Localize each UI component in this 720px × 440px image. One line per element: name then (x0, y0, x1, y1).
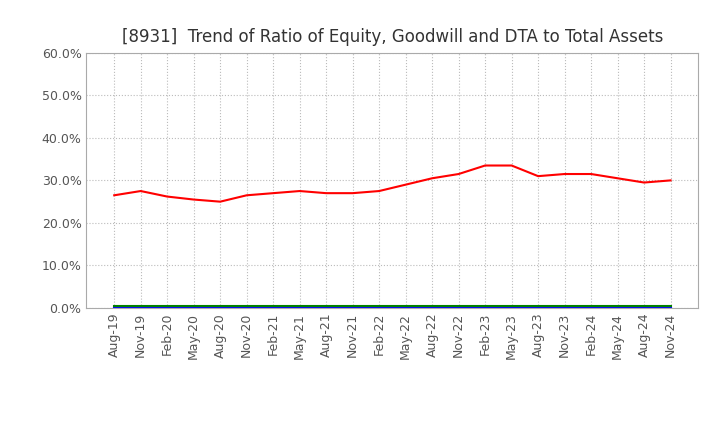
Deferred Tax Assets (534, 304, 542, 309)
Equity (322, 191, 330, 196)
Goodwill (454, 305, 463, 311)
Equity (110, 193, 119, 198)
Goodwill (216, 305, 225, 311)
Goodwill (666, 305, 675, 311)
Goodwill (481, 305, 490, 311)
Equity (428, 176, 436, 181)
Deferred Tax Assets (163, 304, 171, 309)
Deferred Tax Assets (295, 304, 304, 309)
Equity (666, 178, 675, 183)
Goodwill (640, 305, 649, 311)
Goodwill (243, 305, 251, 311)
Deferred Tax Assets (401, 304, 410, 309)
Line: Equity: Equity (114, 165, 670, 202)
Deferred Tax Assets (666, 304, 675, 309)
Deferred Tax Assets (508, 304, 516, 309)
Deferred Tax Assets (136, 304, 145, 309)
Equity (375, 188, 384, 194)
Equity (295, 188, 304, 194)
Goodwill (269, 305, 277, 311)
Equity (454, 171, 463, 176)
Equity (534, 173, 542, 179)
Goodwill (534, 305, 542, 311)
Goodwill (295, 305, 304, 311)
Equity (587, 171, 595, 176)
Deferred Tax Assets (587, 304, 595, 309)
Deferred Tax Assets (216, 304, 225, 309)
Goodwill (375, 305, 384, 311)
Goodwill (613, 305, 622, 311)
Deferred Tax Assets (375, 304, 384, 309)
Equity (243, 193, 251, 198)
Goodwill (428, 305, 436, 311)
Goodwill (508, 305, 516, 311)
Goodwill (136, 305, 145, 311)
Equity (613, 176, 622, 181)
Goodwill (110, 305, 119, 311)
Goodwill (587, 305, 595, 311)
Equity (189, 197, 198, 202)
Deferred Tax Assets (454, 304, 463, 309)
Deferred Tax Assets (348, 304, 357, 309)
Deferred Tax Assets (110, 304, 119, 309)
Deferred Tax Assets (428, 304, 436, 309)
Deferred Tax Assets (481, 304, 490, 309)
Deferred Tax Assets (269, 304, 277, 309)
Deferred Tax Assets (640, 304, 649, 309)
Equity (401, 182, 410, 187)
Goodwill (189, 305, 198, 311)
Goodwill (401, 305, 410, 311)
Equity (136, 188, 145, 194)
Deferred Tax Assets (560, 304, 569, 309)
Deferred Tax Assets (189, 304, 198, 309)
Deferred Tax Assets (243, 304, 251, 309)
Goodwill (560, 305, 569, 311)
Title: [8931]  Trend of Ratio of Equity, Goodwill and DTA to Total Assets: [8931] Trend of Ratio of Equity, Goodwil… (122, 28, 663, 46)
Equity (216, 199, 225, 204)
Deferred Tax Assets (613, 304, 622, 309)
Deferred Tax Assets (322, 304, 330, 309)
Equity (508, 163, 516, 168)
Equity (163, 194, 171, 199)
Goodwill (322, 305, 330, 311)
Goodwill (163, 305, 171, 311)
Equity (348, 191, 357, 196)
Equity (640, 180, 649, 185)
Equity (481, 163, 490, 168)
Goodwill (348, 305, 357, 311)
Equity (560, 171, 569, 176)
Equity (269, 191, 277, 196)
